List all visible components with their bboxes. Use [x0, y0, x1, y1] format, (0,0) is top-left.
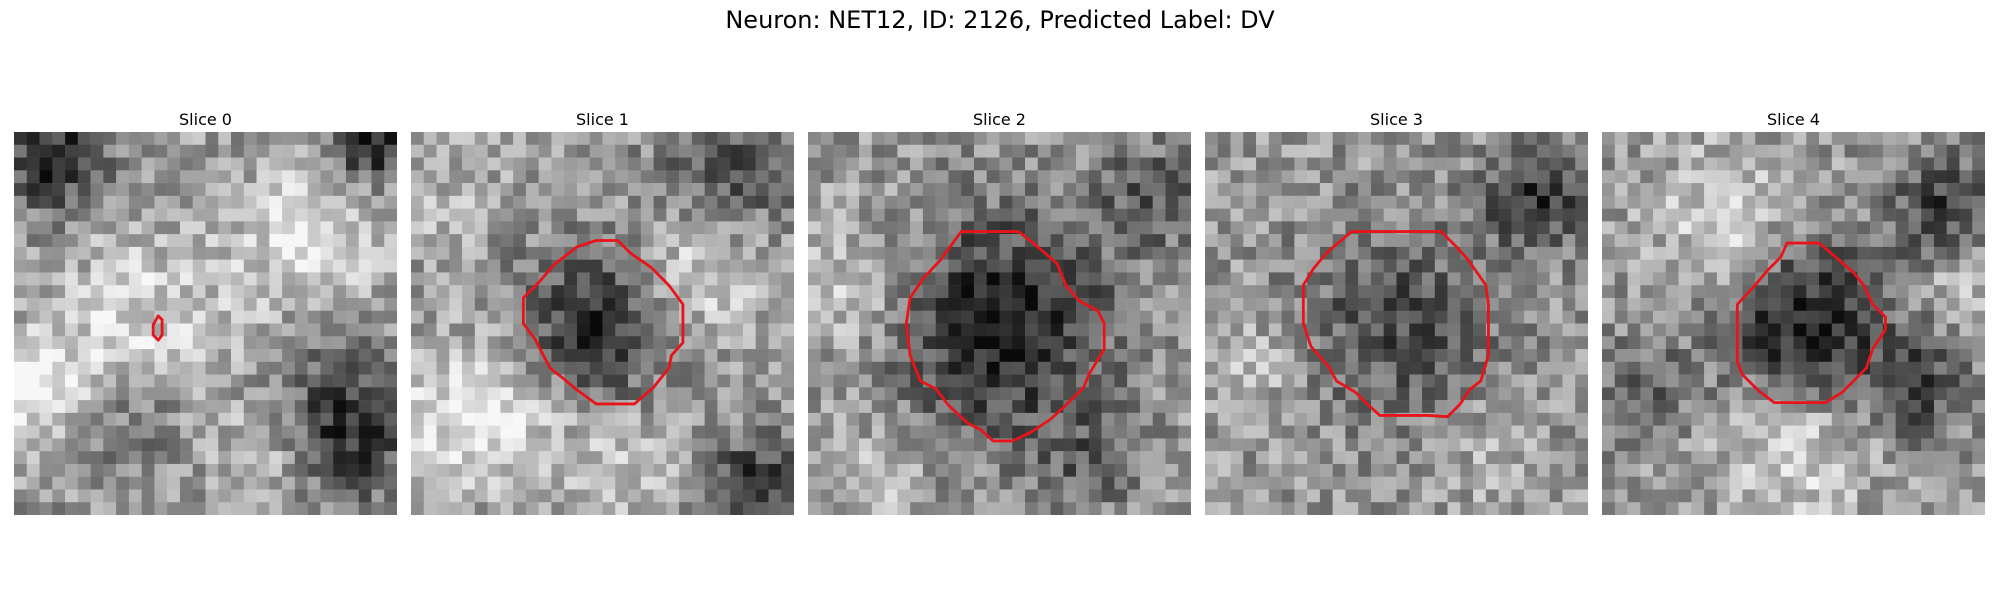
slice-panel: Slice 0	[14, 108, 397, 515]
slice-panel: Slice 2	[808, 108, 1191, 515]
figure-title: Neuron: NET12, ID: 2126, Predicted Label…	[725, 6, 1275, 34]
microscopy-image	[14, 132, 397, 515]
roi-contour	[151, 314, 164, 342]
microscopy-image	[411, 132, 794, 515]
roi-contour	[1301, 230, 1490, 419]
slice-panel: Slice 3	[1205, 108, 1588, 515]
slice-title: Slice 2	[973, 110, 1026, 129]
microscopy-image	[1205, 132, 1588, 515]
slice-panel: Slice 4	[1602, 108, 1985, 515]
roi-contour	[904, 230, 1106, 443]
roi-contour	[1735, 241, 1887, 405]
slice-title: Slice 0	[179, 110, 232, 129]
microscopy-image	[808, 132, 1191, 515]
slice-title: Slice 3	[1370, 110, 1423, 129]
microscopy-image	[1602, 132, 1985, 515]
slice-panel: Slice 1	[411, 108, 794, 515]
roi-contour	[521, 239, 685, 406]
slice-title: Slice 4	[1767, 110, 1820, 129]
slice-title: Slice 1	[576, 110, 629, 129]
